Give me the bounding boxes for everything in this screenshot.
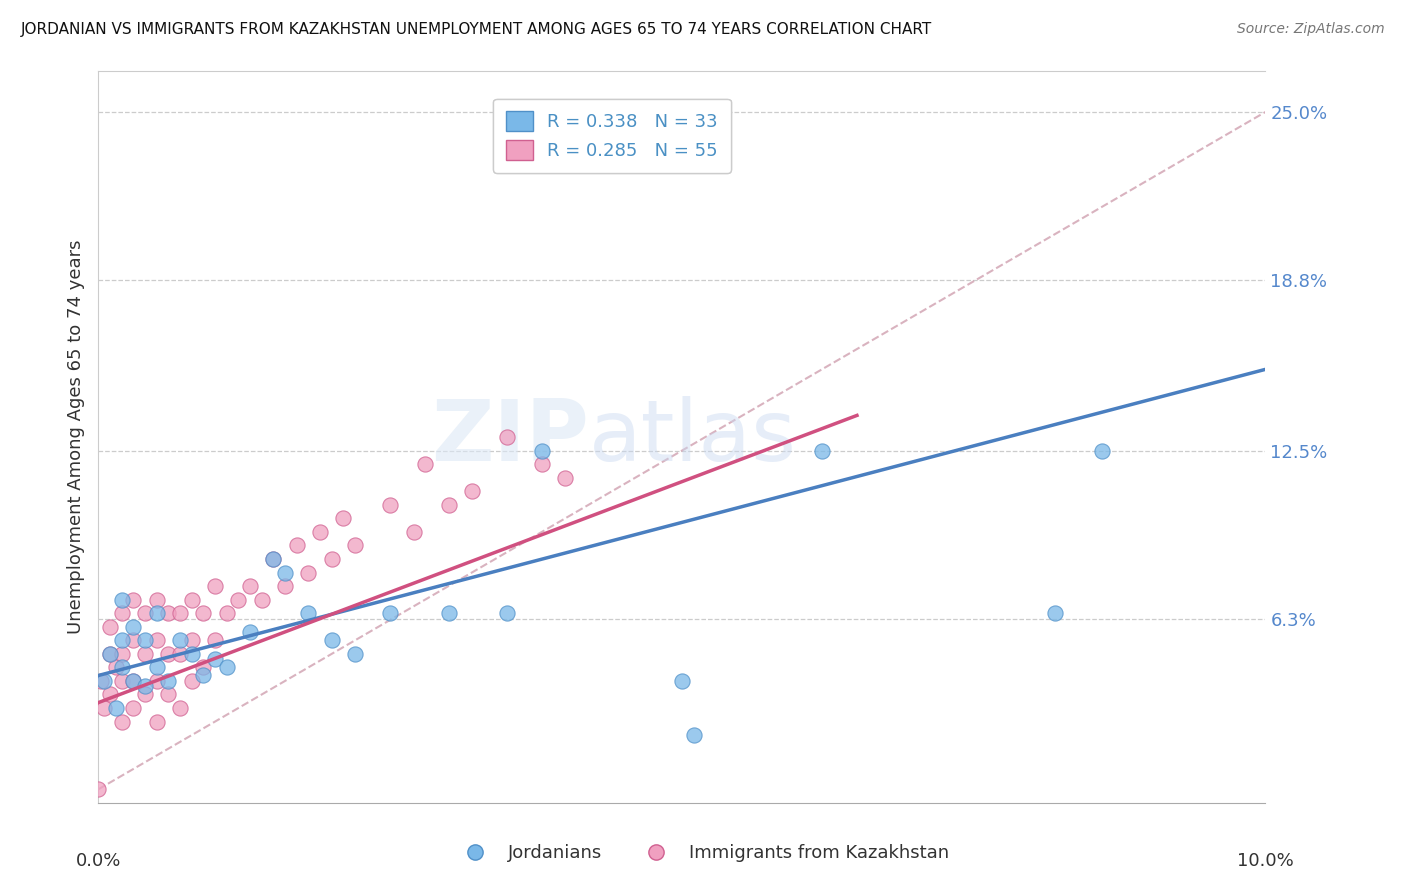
Point bbox=[530, 457, 553, 471]
Point bbox=[554, 471, 576, 485]
Point bbox=[146, 633, 169, 648]
Point bbox=[98, 647, 121, 661]
Point bbox=[262, 552, 284, 566]
Point bbox=[274, 566, 297, 580]
Point bbox=[180, 633, 202, 648]
Point bbox=[285, 538, 308, 552]
Point bbox=[134, 647, 156, 661]
Point bbox=[104, 701, 127, 715]
Point bbox=[413, 457, 436, 471]
Point bbox=[402, 524, 425, 539]
Point bbox=[169, 647, 191, 661]
Point bbox=[122, 592, 145, 607]
Point bbox=[180, 592, 202, 607]
Point bbox=[111, 633, 134, 648]
Point bbox=[811, 443, 834, 458]
Point bbox=[671, 673, 693, 688]
Point bbox=[98, 620, 121, 634]
Legend: R = 0.338   N = 33, R = 0.285   N = 55: R = 0.338 N = 33, R = 0.285 N = 55 bbox=[494, 99, 731, 173]
Point bbox=[193, 606, 215, 620]
Point bbox=[87, 782, 110, 797]
Point bbox=[1091, 443, 1114, 458]
Point bbox=[1045, 606, 1067, 620]
Legend: Jordanians, Immigrants from Kazakhstan: Jordanians, Immigrants from Kazakhstan bbox=[450, 838, 956, 870]
Point bbox=[180, 673, 202, 688]
Text: ZIP: ZIP bbox=[430, 395, 589, 479]
Y-axis label: Unemployment Among Ages 65 to 74 years: Unemployment Among Ages 65 to 74 years bbox=[66, 240, 84, 634]
Point bbox=[134, 688, 156, 702]
Point bbox=[530, 443, 553, 458]
Point bbox=[380, 606, 402, 620]
Point bbox=[98, 688, 121, 702]
Point bbox=[250, 592, 273, 607]
Point bbox=[146, 714, 169, 729]
Text: Source: ZipAtlas.com: Source: ZipAtlas.com bbox=[1237, 22, 1385, 37]
Point bbox=[134, 633, 156, 648]
Point bbox=[111, 592, 134, 607]
Point bbox=[297, 606, 319, 620]
Point bbox=[215, 660, 238, 674]
Point bbox=[157, 673, 180, 688]
Point bbox=[496, 606, 519, 620]
Point bbox=[111, 606, 134, 620]
Text: atlas: atlas bbox=[589, 395, 797, 479]
Point bbox=[193, 660, 215, 674]
Text: 0.0%: 0.0% bbox=[76, 852, 121, 870]
Point bbox=[111, 673, 134, 688]
Point bbox=[682, 728, 704, 742]
Point bbox=[180, 647, 202, 661]
Point bbox=[146, 673, 169, 688]
Point bbox=[204, 652, 226, 666]
Point bbox=[169, 606, 191, 620]
Point bbox=[90, 673, 112, 688]
Point bbox=[461, 484, 484, 499]
Point bbox=[146, 660, 169, 674]
Text: 10.0%: 10.0% bbox=[1237, 852, 1294, 870]
Point bbox=[122, 633, 145, 648]
Point bbox=[157, 606, 180, 620]
Point bbox=[228, 592, 250, 607]
Point bbox=[380, 498, 402, 512]
Point bbox=[321, 552, 343, 566]
Point bbox=[122, 701, 145, 715]
Point bbox=[496, 430, 519, 444]
Point bbox=[93, 673, 115, 688]
Point bbox=[122, 673, 145, 688]
Point bbox=[111, 714, 134, 729]
Point bbox=[309, 524, 332, 539]
Point bbox=[204, 633, 226, 648]
Point bbox=[111, 647, 134, 661]
Point bbox=[215, 606, 238, 620]
Point bbox=[344, 538, 367, 552]
Point bbox=[104, 660, 127, 674]
Point bbox=[134, 606, 156, 620]
Point bbox=[193, 668, 215, 682]
Point bbox=[344, 647, 367, 661]
Point bbox=[437, 498, 460, 512]
Point bbox=[169, 701, 191, 715]
Point bbox=[332, 511, 354, 525]
Point bbox=[321, 633, 343, 648]
Point bbox=[93, 701, 115, 715]
Point bbox=[98, 647, 121, 661]
Point bbox=[169, 633, 191, 648]
Point bbox=[157, 688, 180, 702]
Point bbox=[111, 660, 134, 674]
Point bbox=[274, 579, 297, 593]
Point bbox=[297, 566, 319, 580]
Point bbox=[437, 606, 460, 620]
Point bbox=[239, 579, 262, 593]
Point bbox=[122, 673, 145, 688]
Point bbox=[262, 552, 284, 566]
Text: JORDANIAN VS IMMIGRANTS FROM KAZAKHSTAN UNEMPLOYMENT AMONG AGES 65 TO 74 YEARS C: JORDANIAN VS IMMIGRANTS FROM KAZAKHSTAN … bbox=[21, 22, 932, 37]
Point bbox=[134, 679, 156, 693]
Point bbox=[239, 625, 262, 640]
Point bbox=[146, 606, 169, 620]
Point bbox=[146, 592, 169, 607]
Point bbox=[122, 620, 145, 634]
Point bbox=[204, 579, 226, 593]
Point bbox=[157, 647, 180, 661]
